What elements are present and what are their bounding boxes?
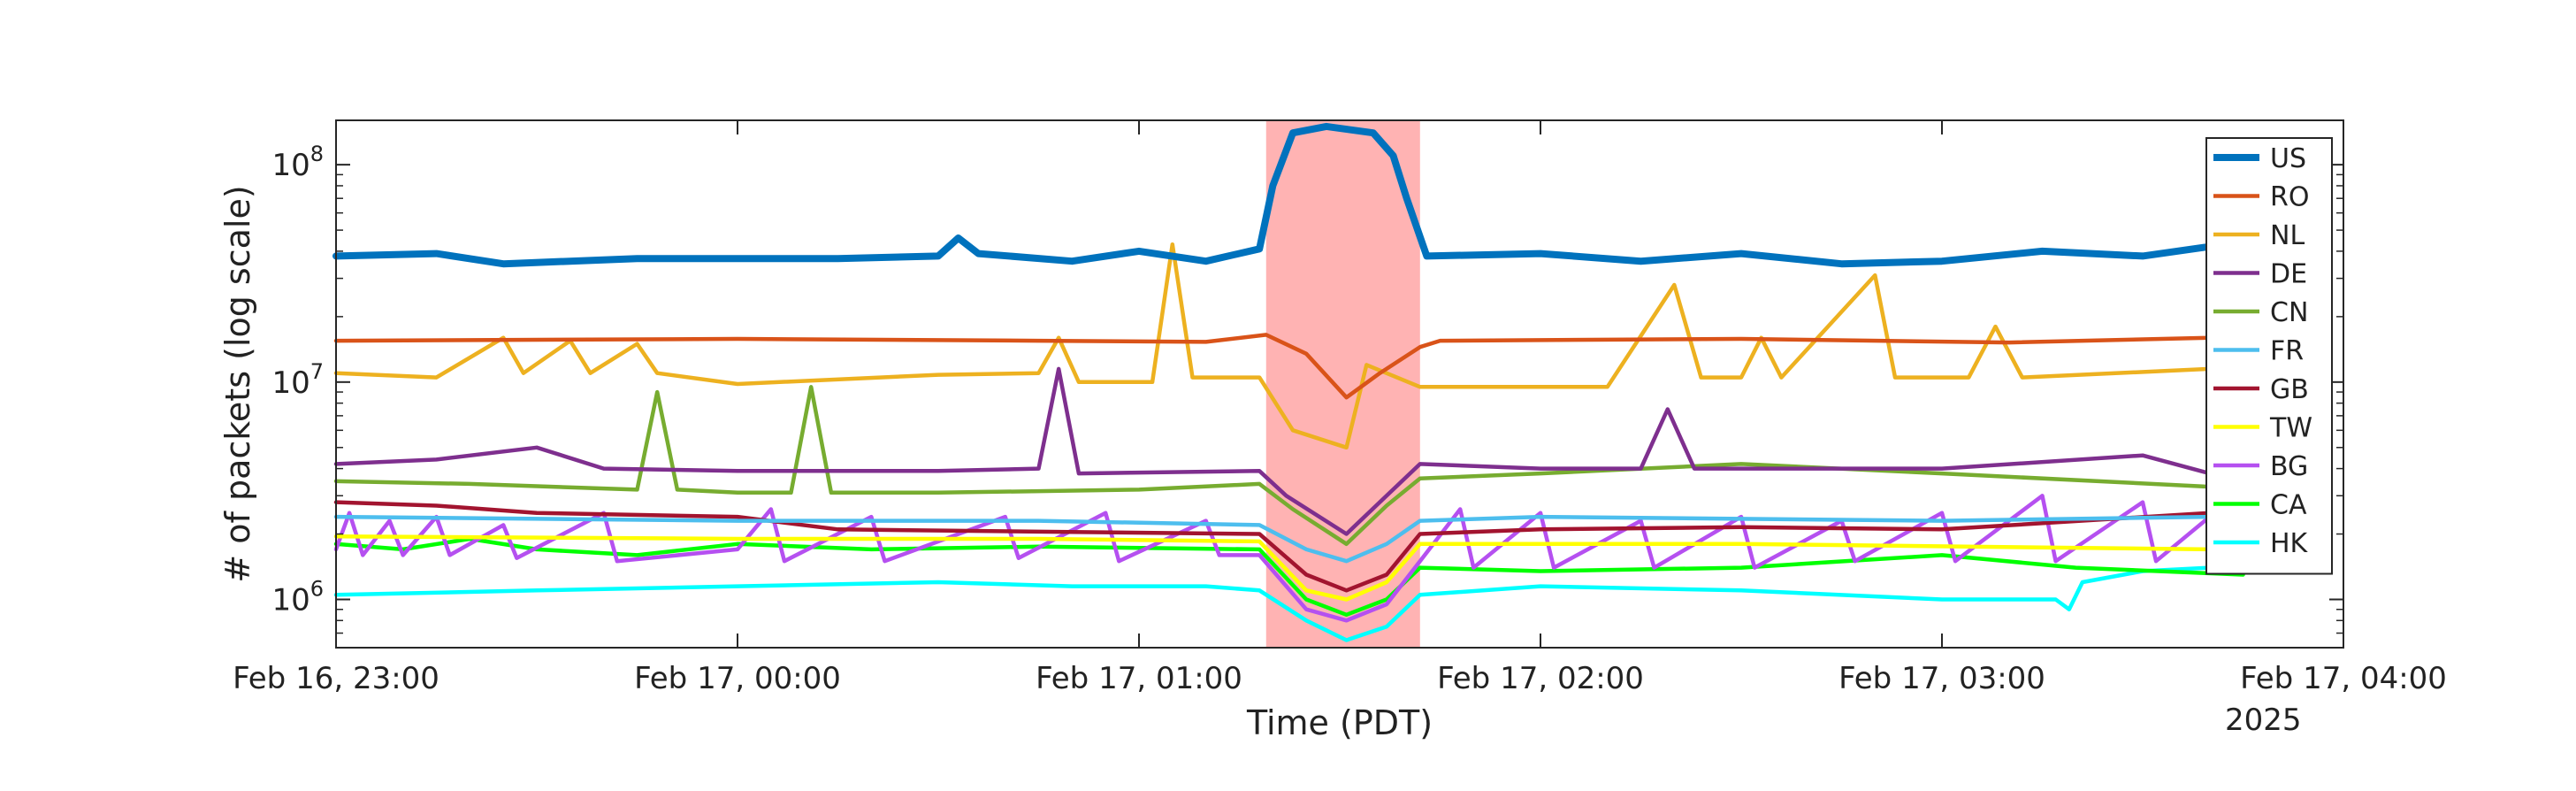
plot-frame xyxy=(335,119,2344,649)
x-tick-label: Feb 16, 23:00 xyxy=(233,661,440,696)
series-line-tw xyxy=(333,534,2212,602)
series-line-cn xyxy=(333,385,2212,547)
x-tick-label: Feb 17, 00:00 xyxy=(634,661,841,696)
series-line-hk xyxy=(333,565,2212,642)
legend-label-ro: RO xyxy=(2270,182,2309,213)
x-tick-label: Feb 17, 01:00 xyxy=(1036,661,1242,696)
series-layer xyxy=(333,122,2245,642)
series-line-us xyxy=(333,122,2213,268)
series-line-de xyxy=(333,366,2212,536)
legend-box xyxy=(2205,137,2333,575)
y-tick-label: 107 xyxy=(271,359,324,401)
x-tick-label: Feb 17, 04:00 xyxy=(2240,661,2447,696)
legend-label-tw: TW xyxy=(2269,413,2312,444)
legend-label-nl: NL xyxy=(2270,220,2305,251)
legend-label-us: US xyxy=(2270,143,2306,174)
x-tick-label: Feb 17, 03:00 xyxy=(1838,661,2045,696)
series-line-fr xyxy=(333,514,2212,564)
tick-layer: Feb 16, 23:00 Feb 17, 00:00 Feb 17, 01:00 F… xyxy=(233,120,2447,696)
y-tick-label: 108 xyxy=(271,142,324,183)
legend: US RO NL DE CN FR GB TW BG CA HK xyxy=(2205,137,2333,575)
legend-label-ca: CA xyxy=(2270,490,2307,521)
series-line-ca xyxy=(333,536,2245,618)
x-axis-label: Time (PDT) xyxy=(1246,703,1433,742)
y-axis-label: # of packets (log scale) xyxy=(218,185,257,582)
series-line-bg xyxy=(333,494,2212,623)
series-line-ro xyxy=(333,333,2212,400)
x-tick-label: Feb 17, 02:00 xyxy=(1437,661,1644,696)
legend-label-hk: HK xyxy=(2270,528,2309,559)
legend-label-cn: CN xyxy=(2270,297,2308,328)
legend-label-fr: FR xyxy=(2270,336,2304,367)
x-year-label: 2025 xyxy=(2225,703,2302,738)
series-line-gb xyxy=(333,500,2212,593)
legend-label-gb: GB xyxy=(2270,374,2309,405)
legend-label-bg: BG xyxy=(2270,451,2308,482)
legend-label-de: DE xyxy=(2270,259,2307,290)
series-line-nl xyxy=(333,242,2212,450)
y-tick-label: 106 xyxy=(271,576,324,618)
